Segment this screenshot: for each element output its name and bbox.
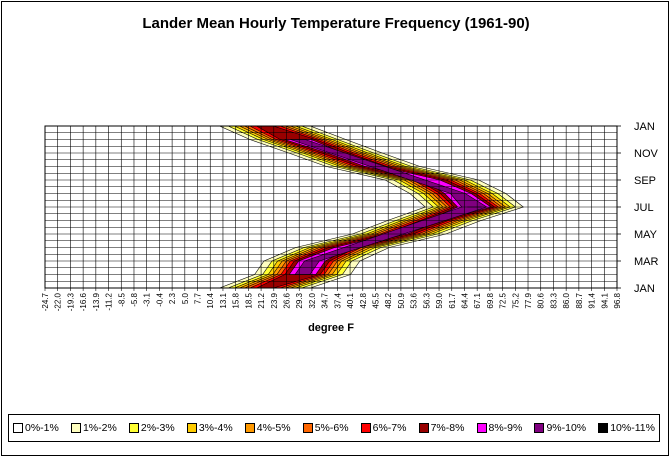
legend-item: 1%-2%	[70, 422, 117, 434]
legend-label: 9%-10%	[546, 422, 587, 434]
chart-title: Lander Mean Hourly Temperature Frequency…	[142, 15, 530, 32]
y-tick-label: NOV	[634, 148, 659, 160]
legend-swatch	[186, 423, 197, 433]
legend-swatch	[244, 423, 255, 433]
x-tick-label: 50.9	[397, 292, 406, 308]
x-tick-label: 83.3	[549, 292, 558, 308]
x-tick-label: 5.0	[181, 292, 190, 304]
y-axis-tick-labels: JAN MAR MAY JUL SEP NOV JAN	[617, 121, 659, 295]
legend-item: 5%-6%	[302, 422, 349, 434]
y-tick-label: JAN	[634, 121, 655, 133]
x-tick-label: 37.4	[333, 292, 342, 308]
legend-swatch	[128, 423, 139, 433]
x-tick-label: 72.5	[499, 292, 508, 308]
x-tick-label: 59.0	[435, 292, 444, 308]
x-tick-label: 88.7	[575, 292, 584, 308]
x-tick-label: 64.4	[460, 292, 469, 308]
x-tick-label: 96.8	[613, 292, 622, 308]
x-tick-label: 75.2	[511, 292, 520, 308]
legend-swatch	[13, 423, 23, 433]
x-tick-label: 10.4	[206, 292, 215, 308]
y-tick-label: MAR	[634, 256, 659, 268]
legend-label: 3%-4%	[198, 422, 233, 434]
legend-swatch	[360, 423, 371, 433]
x-tick-label: -0.4	[155, 292, 164, 306]
x-tick-label: -16.6	[79, 292, 88, 311]
x-tick-label: 48.2	[384, 292, 393, 308]
contour-band-6%-7%	[249, 126, 499, 288]
x-tick-label: 40.1	[346, 292, 355, 308]
legend-label: 4%-5%	[256, 422, 291, 434]
plot-grid	[44, 125, 618, 289]
y-tick-label: JAN	[634, 283, 655, 295]
x-tick-label: 86.0	[562, 292, 571, 308]
legend-label: 5%-6%	[314, 422, 349, 434]
legend-item: 4%-5%	[244, 422, 291, 434]
x-tick-label: -8.5	[117, 292, 126, 306]
y-tick-label: SEP	[634, 175, 656, 187]
legend-item: 7%-8%	[418, 422, 465, 434]
x-tick-label: -13.9	[92, 292, 101, 311]
x-tick-label: 13.1	[219, 292, 228, 308]
legend-label: 2%-3%	[140, 422, 175, 434]
x-tick-label: -11.2	[105, 292, 114, 310]
legend-item: 2%-3%	[128, 422, 175, 434]
x-tick-label: 56.3	[422, 292, 431, 308]
x-tick-label: 94.1	[600, 292, 609, 308]
x-tick-label: 69.8	[486, 292, 495, 308]
x-tick-label: -24.7	[41, 292, 50, 311]
x-tick-label: 34.7	[321, 292, 330, 308]
x-tick-label: 77.9	[524, 292, 533, 308]
x-tick-label: 26.6	[283, 292, 292, 308]
legend-label: 6%-7%	[372, 422, 407, 434]
legend-label: 8%-9%	[488, 422, 523, 434]
legend-swatch	[302, 423, 313, 433]
y-tick-label: JUL	[634, 202, 654, 214]
legend-item: 10%-11%	[598, 422, 655, 434]
x-tick-label: 61.7	[448, 292, 457, 308]
x-tick-label: 7.7	[194, 292, 203, 304]
x-tick-label: -3.1	[143, 292, 152, 306]
x-tick-label: -19.3	[66, 292, 75, 311]
x-tick-label: 42.8	[359, 292, 368, 308]
x-tick-label: 23.9	[270, 292, 279, 308]
legend-swatch	[70, 423, 81, 433]
legend-label: 1%-2%	[82, 422, 117, 434]
x-tick-label: 21.2	[257, 292, 266, 308]
x-tick-label: -22.0	[54, 292, 63, 311]
x-tick-label: 67.1	[473, 292, 482, 308]
y-tick-label: MAY	[634, 229, 658, 241]
legend: 0%-1% 1%-2% 2%-3% 3%-4% 4%-5% 5%-6% 6%-7% 7%-8%…	[8, 414, 660, 442]
x-tick-label: 18.5	[244, 292, 253, 308]
x-tick-label: 45.5	[371, 292, 380, 308]
x-tick-label: 80.6	[537, 292, 546, 308]
legend-item: 8%-9%	[476, 422, 523, 434]
legend-label: 7%-8%	[430, 422, 465, 434]
x-axis-label: degree F	[308, 322, 354, 334]
legend-item: 9%-10%	[534, 422, 586, 434]
legend-label: 10%-11%	[610, 422, 655, 434]
x-axis-tick-labels: -24.7 -22.0 -19.3 -16.6 -13.9 -11.2 -8.5 -5.8 -3…	[41, 288, 622, 311]
legend-item: 0%-1%	[13, 422, 59, 434]
contour-chart: -24.7 -22.0 -19.3 -16.6 -13.9 -11.2 -8.5 -5.8 -3…	[41, 121, 659, 334]
legend-item: 6%-7%	[360, 422, 407, 434]
x-tick-label: 32.0	[308, 292, 317, 308]
x-tick-label: 91.4	[588, 292, 597, 308]
legend-swatch	[476, 423, 487, 433]
x-tick-label: 2.3	[168, 292, 177, 304]
x-tick-label: 15.8	[232, 292, 241, 308]
legend-swatch	[598, 423, 609, 433]
legend-swatch	[534, 423, 545, 433]
x-tick-label: 53.6	[410, 292, 419, 308]
x-tick-label: -5.8	[130, 292, 139, 306]
x-tick-label: 29.3	[295, 292, 304, 308]
legend-item: 3%-4%	[186, 422, 233, 434]
legend-swatch	[418, 423, 429, 433]
legend-label: 0%-1%	[25, 422, 59, 434]
